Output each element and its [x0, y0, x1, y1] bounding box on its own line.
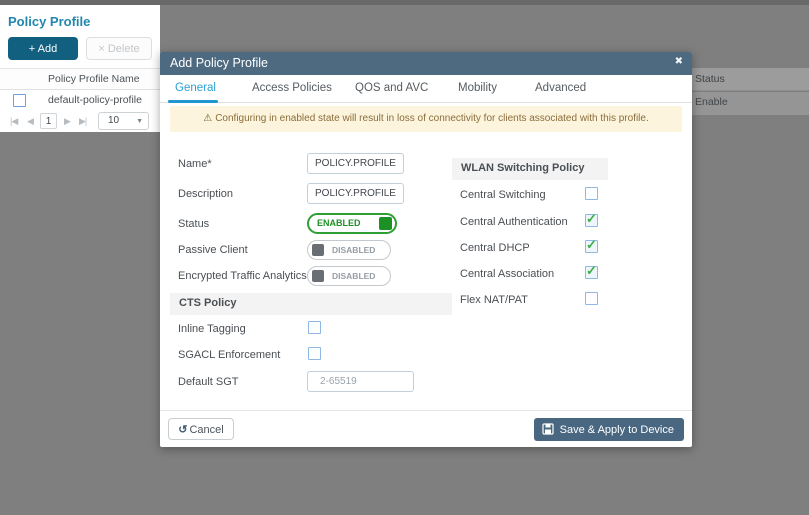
row-policy-name: default-policy-profile — [48, 94, 142, 106]
inline-tagging-checkbox[interactable]: ✓ — [308, 321, 321, 334]
page-size-select[interactable]: 10 ▼ — [98, 112, 149, 130]
status-column-header: Status — [692, 68, 809, 91]
delete-button[interactable]: × Delete — [86, 37, 152, 60]
cts-policy-section-header: CTS Policy — [170, 293, 452, 315]
row-checkbox[interactable] — [13, 94, 26, 107]
save-apply-button[interactable]: Save & Apply to Device — [533, 418, 684, 441]
tab-general[interactable]: General — [175, 82, 216, 94]
add-policy-profile-modal: Add Policy Profile ✖ General Access Poli… — [160, 52, 692, 447]
flex-nat-pat-label: Flex NAT/PAT — [460, 294, 528, 306]
sgacl-enforcement-checkbox[interactable]: ✓ — [308, 347, 321, 360]
toggle-knob — [379, 217, 392, 230]
pagination: |◀ ◀ 1 ▶ ▶| 10 ▼ — [0, 112, 160, 132]
first-page-button[interactable]: |◀ — [10, 116, 18, 126]
modal-title: Add Policy Profile — [170, 56, 268, 70]
status-toggle[interactable]: ENABLED — [307, 213, 397, 234]
warning-banner: ⚠ Configuring in enabled state will resul… — [170, 106, 682, 132]
plus-icon: + — [28, 42, 36, 55]
passive-client-toggle[interactable]: DISABLED — [307, 240, 391, 260]
central-authentication-label: Central Authentication — [460, 216, 568, 228]
status-label: Status — [178, 218, 210, 230]
check-icon: ✓ — [586, 211, 597, 226]
status-cell: Enable — [692, 92, 809, 115]
next-page-button[interactable]: ▶ — [64, 116, 71, 126]
prev-page-button[interactable]: ◀ — [27, 116, 34, 126]
flex-nat-pat-checkbox[interactable]: ✓ — [585, 292, 598, 305]
top-strip — [0, 0, 809, 5]
warning-icon: ⚠ — [203, 113, 213, 124]
check-icon: ✓ — [586, 237, 597, 252]
tab-advanced[interactable]: Advanced — [535, 82, 587, 94]
central-dhcp-label: Central DHCP — [460, 242, 530, 254]
central-association-checkbox[interactable]: ✓ — [585, 263, 598, 279]
passive-client-label: Passive Client — [178, 244, 248, 256]
close-icon[interactable]: ✖ — [674, 56, 683, 67]
cancel-button[interactable]: ↺ Cancel — [168, 418, 234, 440]
x-icon: × — [98, 42, 105, 55]
modal-header: Add Policy Profile ✖ — [160, 52, 692, 75]
central-authentication-checkbox[interactable]: ✓ — [585, 211, 598, 227]
current-page[interactable]: 1 — [40, 113, 57, 129]
central-dhcp-checkbox[interactable]: ✓ — [585, 237, 598, 253]
central-association-label: Central Association — [460, 268, 555, 280]
add-button[interactable]: + Add — [8, 37, 78, 60]
sgacl-enforcement-label: SGACL Enforcement — [178, 349, 281, 361]
policy-profile-page-panel: Policy Profile + Add × Delete Policy Pro… — [0, 5, 160, 132]
description-label: Description — [178, 188, 234, 200]
encrypted-traffic-analytics-toggle[interactable]: DISABLED — [307, 266, 391, 286]
tab-access-policies[interactable]: Access Policies — [252, 82, 332, 94]
name-label: Name* — [178, 158, 212, 170]
modal-tabs: General Access Policies QOS and AVC Mobi… — [160, 75, 692, 103]
check-icon: ✓ — [586, 263, 597, 278]
tab-mobility[interactable]: Mobility — [458, 82, 497, 94]
column-policy-profile-name: Policy Profile Name — [48, 73, 140, 85]
table-header: Policy Profile Name — [0, 68, 160, 90]
default-sgt-label: Default SGT — [178, 376, 239, 388]
encrypted-traffic-analytics-label: Encrypted Traffic Analytics — [178, 270, 307, 282]
active-tab-underline — [168, 100, 218, 103]
wlan-switching-policy-section-header: WLAN Switching Policy — [452, 158, 608, 180]
footer-divider — [160, 410, 692, 411]
default-sgt-input[interactable] — [307, 371, 414, 392]
central-switching-label: Central Switching — [460, 189, 546, 201]
description-input[interactable] — [307, 183, 404, 204]
central-switching-checkbox[interactable]: ✓ — [585, 187, 598, 200]
inline-tagging-label: Inline Tagging — [178, 323, 246, 335]
undo-icon: ↺ — [178, 423, 188, 436]
table-row[interactable]: default-policy-profile — [0, 90, 160, 112]
toggle-knob — [312, 244, 324, 256]
chevron-down-icon: ▼ — [136, 118, 143, 125]
name-input[interactable] — [307, 153, 404, 174]
toggle-knob — [312, 270, 324, 282]
save-icon — [542, 423, 554, 435]
last-page-button[interactable]: ▶| — [79, 116, 87, 126]
tab-qos-and-avc[interactable]: QOS and AVC — [355, 82, 429, 94]
page-title: Policy Profile — [8, 14, 91, 29]
